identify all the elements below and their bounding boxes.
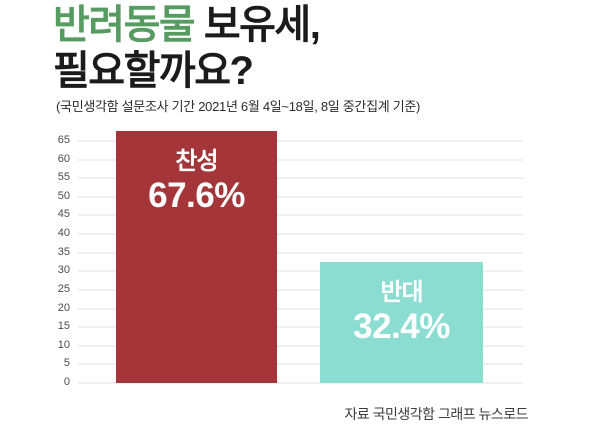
- bar-agree: 찬성 67.6%: [116, 131, 277, 383]
- gridline-55: [78, 177, 523, 180]
- gridline-50: [78, 195, 523, 198]
- y-axis-tick-5: 5: [63, 357, 70, 370]
- y-axis-tick-15: 15: [57, 320, 70, 333]
- title-line2: 필요할까요?: [53, 49, 254, 93]
- gridline-60: [78, 158, 523, 161]
- bar-agree-value: 67.6%: [148, 176, 245, 216]
- y-axis-tick-10: 10: [57, 338, 70, 351]
- y-axis-tick-65: 65: [57, 134, 70, 146]
- y-axis-tick-60: 60: [57, 152, 70, 165]
- gridline-40: [78, 233, 523, 236]
- gridline-5: [78, 363, 523, 366]
- y-axis-tick-20: 20: [57, 301, 70, 314]
- y-axis-tick-25: 25: [57, 282, 70, 295]
- y-axis-tick-55: 55: [57, 171, 70, 184]
- survey-period-subtitle: (국민생각함 설문조사 기간 2021년 6월 4일~18일, 8일 중간집계 …: [56, 99, 421, 114]
- gridline-65: [78, 140, 523, 142]
- y-axis-tick-0: 0: [63, 376, 70, 388]
- bar-agree-label: 찬성: [175, 148, 218, 176]
- gridline-15: [78, 326, 523, 329]
- gridline-45: [78, 214, 523, 217]
- y-axis-tick-45: 45: [57, 208, 70, 221]
- page-title: 반려동물 보유세, 필요할까요?: [53, 2, 321, 94]
- gridline-35: [78, 251, 523, 254]
- bar-oppose: 반대 32.4%: [320, 262, 483, 383]
- gridline-10: [78, 344, 523, 347]
- y-axis-tick-35: 35: [57, 245, 70, 258]
- gridline-25: [78, 288, 523, 291]
- gridline-0: [78, 382, 523, 384]
- bar-oppose-label: 반대: [380, 279, 423, 307]
- gridline-30: [78, 270, 523, 273]
- source-credit: 자료 국민생각함 그래프 뉴스로드: [344, 406, 529, 422]
- y-axis-tick-50: 50: [57, 189, 70, 202]
- y-axis-tick-40: 40: [57, 227, 70, 240]
- title-rest: 보유세,: [194, 3, 321, 47]
- title-highlight: 반려동물: [53, 3, 196, 47]
- y-axis-tick-30: 30: [57, 264, 70, 277]
- bar-oppose-value: 32.4%: [353, 307, 450, 347]
- gridline-20: [78, 307, 523, 310]
